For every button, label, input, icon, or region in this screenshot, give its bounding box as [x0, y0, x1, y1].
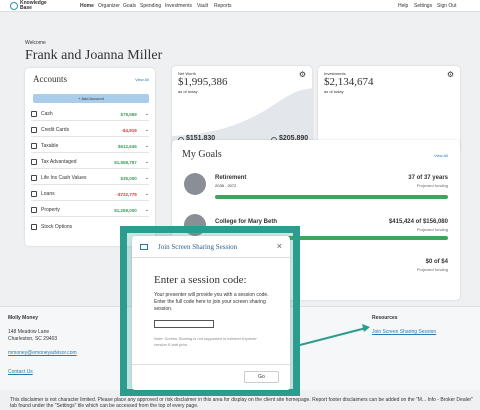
caption: as of today — [324, 89, 344, 94]
view-all[interactable]: View All — [434, 153, 448, 158]
account-row[interactable]: Cash $79,569 ⌄ — [31, 108, 149, 121]
nav-link[interactable]: Goals — [123, 3, 137, 9]
value: $2,134,674 — [324, 76, 374, 88]
contact-link[interactable]: Contact Us — [8, 369, 33, 375]
goals-title: My Goals — [182, 149, 222, 160]
goal-bar — [215, 195, 448, 199]
nav-link[interactable]: Spending — [140, 3, 162, 9]
account-row[interactable]: Taxable $612,645 ⌄ — [31, 140, 149, 153]
account-row[interactable]: Loans -$722,779 ⌄ — [31, 188, 149, 201]
account-row[interactable]: Credit Cards -$4,919 ⌄ — [31, 124, 149, 137]
settings-icon[interactable]: ⚙ — [446, 70, 454, 79]
goal-bar — [215, 236, 448, 240]
modal: Join Screen Sharing Session × Enter a se… — [132, 236, 290, 390]
net-worth-sparkline — [172, 88, 312, 152]
goal-caption: Projected funding — [416, 183, 448, 188]
divider — [132, 364, 290, 365]
nav-link[interactable]: Settings — [414, 3, 433, 9]
goal-caption: Projected funding — [416, 267, 448, 272]
logo-icon — [10, 2, 18, 10]
address: Charleston, SC 29403 — [8, 336, 58, 342]
account-row[interactable]: Property $1,259,000 ⌄ — [31, 204, 149, 217]
logo[interactable]: Knowledge Base — [20, 0, 47, 11]
nav-link[interactable]: Help — [398, 3, 409, 9]
nav-link[interactable]: Sign Out — [437, 3, 457, 9]
modal-note: Note: Screen Sharing is not supported in… — [154, 336, 257, 347]
goal-status: $0 of $4 — [425, 259, 448, 265]
value: $1,995,386 — [178, 76, 228, 88]
divider — [132, 257, 290, 258]
close-button[interactable]: × — [276, 241, 282, 251]
nav-link[interactable]: Organizer — [98, 3, 120, 9]
screen-share-link[interactable]: Join Screen Sharing Session — [372, 329, 437, 335]
email-link[interactable]: mmoney@emoneyadvisor.com — [8, 350, 77, 356]
settings-icon[interactable]: ⚙ — [298, 70, 306, 79]
investments-card: Investments $2,134,674 as of today ⚙ — [318, 66, 460, 152]
resources-title: Resources — [372, 315, 398, 321]
goal-name[interactable]: Retirement — [215, 175, 247, 181]
address: 148 Meadow Lane — [8, 329, 50, 335]
disclaimer: This disclaimer is not character limited… — [10, 397, 473, 409]
goal-status: $415,424 of $156,080 — [388, 219, 448, 225]
accounts-title: Accounts — [33, 74, 67, 84]
nav-link[interactable]: Investments — [165, 3, 192, 9]
value: $151,830 — [186, 135, 216, 142]
session-code-input[interactable] — [154, 320, 214, 328]
nav-link[interactable]: Home — [80, 3, 94, 9]
nav-link[interactable]: Reports — [214, 3, 232, 9]
nav-link[interactable]: Vault — [197, 3, 209, 9]
goal-status: 37 of 37 years — [408, 175, 448, 181]
account-row[interactable]: Life Ins Cash Values $35,000 ⌄ — [31, 172, 149, 185]
nav-bar: Knowledge Base Home Organizer Goals Spen… — [0, 0, 480, 12]
value: $205,890 — [279, 135, 309, 142]
modal-heading: Enter a session code: — [154, 274, 247, 286]
client-name: Frank and Joanna Miller — [25, 48, 163, 63]
advisor-name: Molly Money — [8, 315, 39, 321]
goal-caption: Projected funding — [416, 227, 448, 232]
caption: as of today — [178, 89, 198, 94]
goal-icon — [184, 173, 206, 195]
accounts-card: Accounts View All + Add Account Cash $79,… — [25, 68, 155, 246]
modal-title: Join Screen Sharing Session — [158, 243, 238, 251]
view-all[interactable]: View All — [135, 77, 149, 82]
label: Investments — [324, 71, 346, 76]
goal-years: 2038 - 2072 — [215, 183, 237, 188]
account-row[interactable]: Tax Advantaged $1,558,787 ⌄ — [31, 156, 149, 169]
screen-icon — [140, 244, 148, 250]
welcome: Welcome — [25, 40, 46, 46]
label: Net Worth — [178, 71, 196, 76]
modal-body: Your presenter will provide you with a s… — [154, 292, 269, 312]
go-button[interactable]: Go — [244, 371, 279, 383]
goal-name[interactable]: College for Mary Beth — [215, 219, 278, 225]
add-account[interactable]: + Add Account — [33, 94, 149, 103]
